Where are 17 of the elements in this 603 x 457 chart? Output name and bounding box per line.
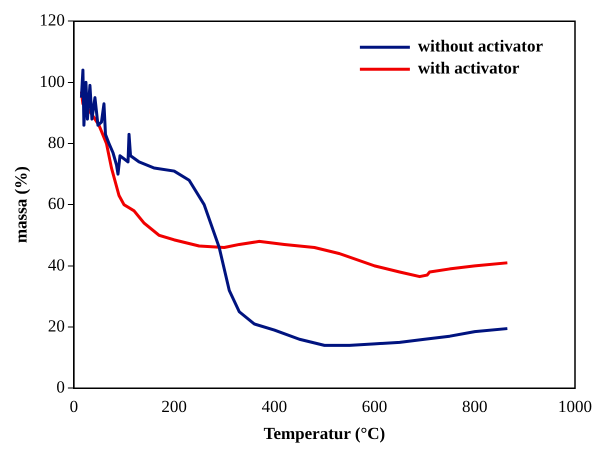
x-tick-label: 800: [462, 396, 488, 416]
legend-label: without activator: [418, 36, 544, 56]
y-tick-label: 0: [56, 378, 65, 397]
x-axis-title: Temperatur (°C): [264, 424, 386, 444]
x-tick-label: 400: [262, 396, 288, 416]
y-tick-label: 100: [39, 72, 65, 91]
y-tick-label: 20: [48, 316, 65, 336]
y-tick-label: 120: [39, 10, 65, 30]
x-tick-label: 200: [161, 396, 187, 416]
y-tick-label: 40: [48, 255, 65, 274]
y-axis-title: massa (%): [12, 166, 31, 244]
y-tick-label: 60: [48, 194, 65, 214]
legend-label: with activator: [418, 58, 520, 78]
x-tick-label: 1000: [558, 396, 592, 416]
y-tick-label: 80: [48, 133, 65, 152]
x-tick-label: 0: [70, 396, 78, 416]
x-tick-label: 600: [362, 396, 388, 416]
